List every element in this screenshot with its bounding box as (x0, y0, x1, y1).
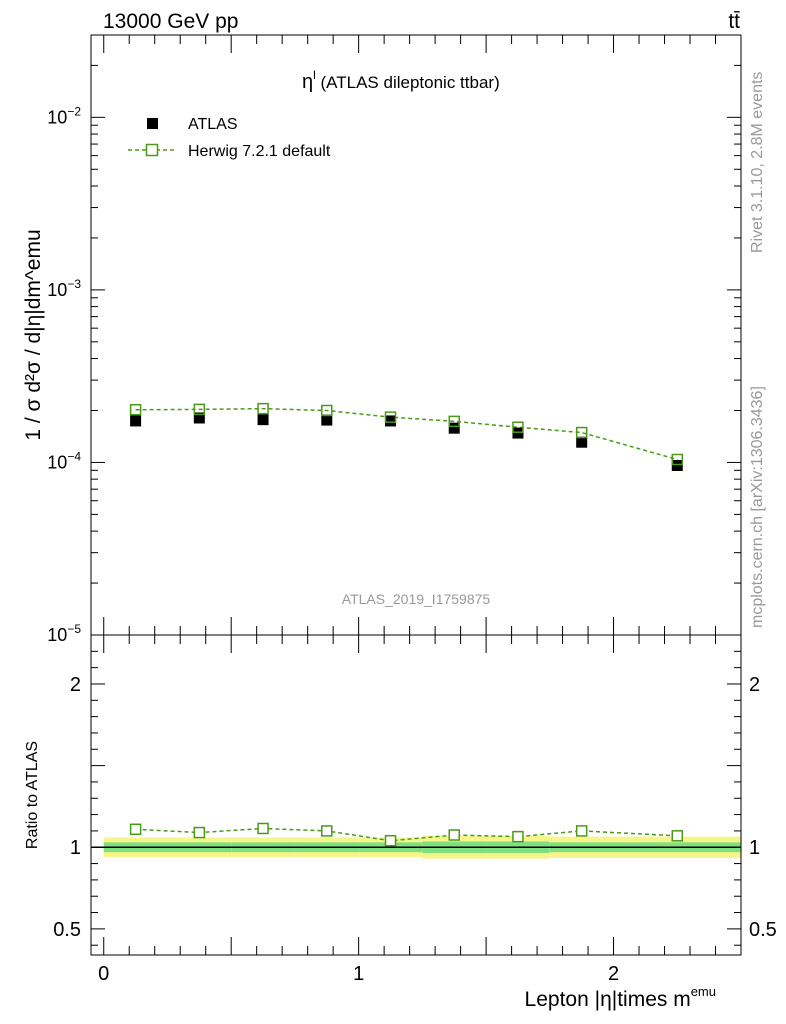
ratio-panel: 0.5 0.5 1 1 2 2 0 1 2 Ratio to ATLAS (24, 634, 777, 985)
ratio-data-points (129, 822, 684, 847)
herwig-ratio-point (512, 830, 524, 843)
ratio-y-tick-label-right: 1 (749, 837, 760, 859)
x-tick-label: 2 (608, 963, 619, 985)
rivet-label: Rivet 3.1.10, 2.8M events (749, 72, 766, 253)
legend-herwig-label: Herwig 7.2.1 default (188, 143, 331, 160)
ratio-y-tick-label-left: 1 (70, 837, 81, 859)
ratio-y-tick-label-right: 2 (749, 674, 760, 696)
mcplots-label: mcplots.cern.ch [arXiv:1306.3436] (749, 386, 766, 628)
herwig-ratio-point (448, 829, 460, 841)
atlas-point (257, 414, 269, 426)
main-y-tick-label: 10−4 (47, 449, 81, 472)
ratio-x-tick-labels: 0 1 2 (98, 963, 619, 985)
atlas-point (321, 414, 333, 426)
herwig-point (512, 421, 524, 433)
herwig-ratio-point (384, 834, 397, 847)
analysis-watermark: ATLAS_2019_I1759875 (342, 591, 491, 607)
title-eta: η (302, 71, 313, 93)
herwig-ratio-point (671, 830, 684, 842)
title-sup: l (313, 68, 316, 82)
ratio-y-tick-label-left: 0.5 (53, 919, 81, 941)
herwig-ratio-point (129, 823, 142, 836)
x-axis-label-main: Lepton |η|times m (525, 988, 691, 1011)
ratio-y-axis-label: Ratio to ATLAS (24, 741, 41, 849)
atlas-point (385, 415, 397, 427)
herwig-ratio-point (575, 825, 588, 837)
herwig-point (575, 426, 588, 439)
legend-herwig-marker (145, 143, 159, 157)
main-y-tick-label: 10−5 (47, 622, 81, 645)
plot-title: ηl (ATLAS dileptonic ttbar) (302, 68, 500, 93)
herwig-point (257, 402, 269, 415)
legend-atlas-marker (147, 118, 158, 129)
main-x-ticks (103, 35, 742, 635)
herwig-line (135, 407, 678, 461)
herwig-point (321, 404, 333, 417)
main-y-axis-label: 1 / σ d²σ / d|η|dm^emu (22, 229, 45, 440)
herwig-ratio-point (321, 825, 333, 837)
ratio-y-tick-label-right: 0.5 (749, 919, 777, 941)
herwig-ratio-point (193, 826, 206, 839)
ratio-y-tick-label-left: 2 (70, 674, 81, 696)
ratio-y-ticks (91, 650, 741, 946)
atlas-point (448, 422, 460, 434)
main-y-tick-label: 10−2 (47, 104, 81, 127)
legend-atlas-label: ATLAS (188, 116, 238, 133)
ratio-y-tick-labels: 0.5 0.5 1 1 2 2 (53, 674, 777, 941)
atlas-point (576, 436, 588, 448)
ratio-x-ticks (103, 635, 742, 955)
x-axis-label: Lepton |η|times memu (525, 984, 716, 1011)
herwig-ratio-point (257, 822, 269, 835)
title-rest: (ATLAS dileptonic ttbar) (316, 73, 500, 92)
herwig-point (384, 411, 397, 423)
x-axis-label-sup: emu (691, 984, 716, 999)
atlas-point (193, 412, 205, 424)
herwig-point (129, 404, 142, 416)
ratio-frame (90, 634, 742, 956)
atlas-point (512, 427, 524, 439)
herwig-point (671, 453, 684, 466)
herwig-point (193, 403, 206, 416)
main-data-points (129, 402, 684, 472)
energy-label: 13000 GeV pp (103, 10, 238, 33)
process-label: tt̄ (728, 10, 740, 33)
main-y-tick-label: 10−3 (47, 277, 81, 300)
atlas-point (130, 415, 142, 427)
main-y-ticks (91, 34, 741, 636)
ratio-uncertainty-band (91, 835, 741, 859)
x-tick-label: 0 (98, 963, 109, 985)
main-panel: 10−210−310−410−5 1 / σ d²σ / d|η|dm^emu … (22, 34, 742, 645)
main-y-tick-labels: 10−2 10−3 10−4 10−5 (47, 104, 81, 645)
herwig-point (448, 415, 460, 428)
x-tick-label: 1 (353, 963, 364, 985)
legend: ATLAS Herwig 7.2.1 default (128, 116, 331, 160)
atlas-point (671, 460, 683, 472)
